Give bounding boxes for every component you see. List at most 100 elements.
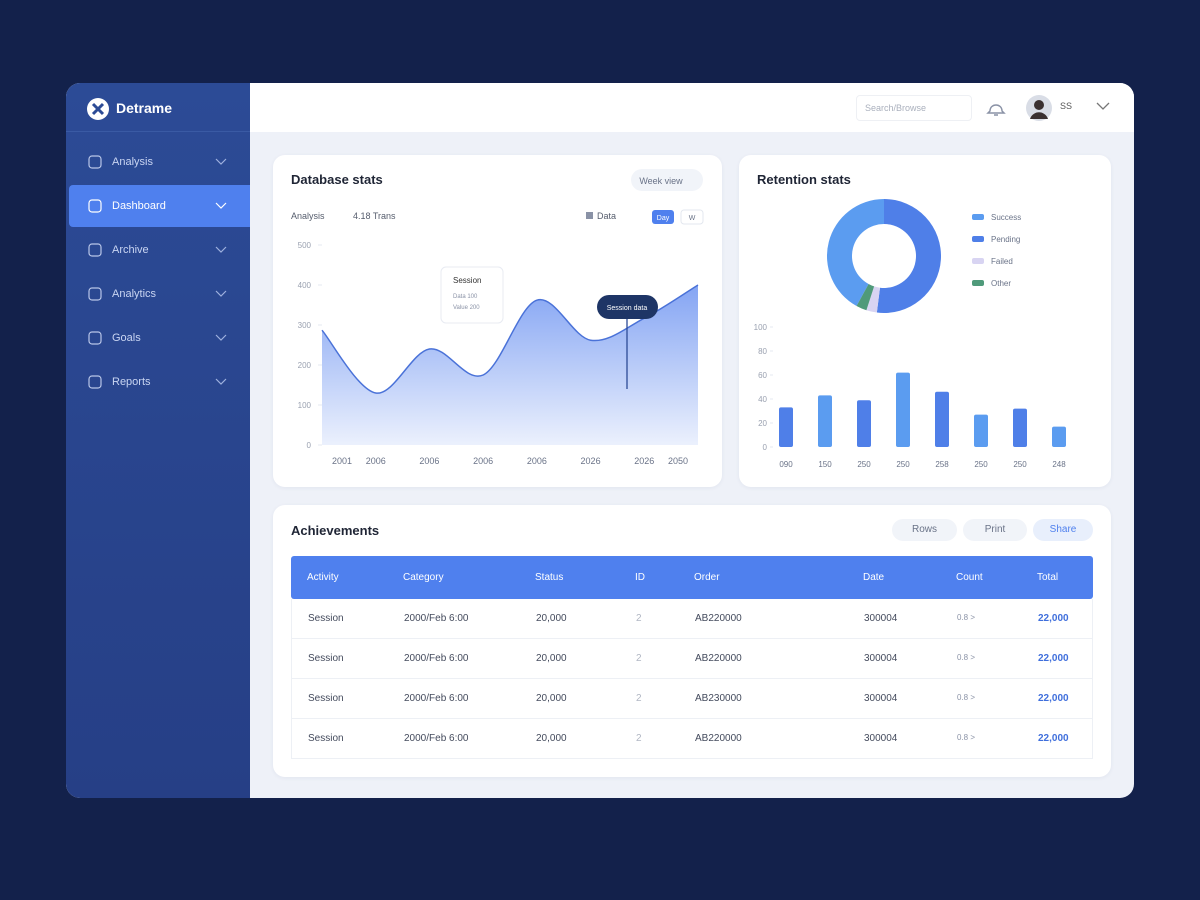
card-title: Database stats xyxy=(291,172,383,187)
nav-item[interactable]: Reports xyxy=(66,361,250,403)
column-header: Category xyxy=(403,572,444,583)
bell-icon[interactable] xyxy=(986,97,1006,119)
avatar[interactable] xyxy=(1025,94,1053,122)
table-cell: 20,000 xyxy=(536,653,567,664)
table-cell: 2000/Feb 6:00 xyxy=(404,693,469,704)
nav-caret-shape xyxy=(215,334,227,341)
nav-icon-shape xyxy=(88,155,102,169)
y-tick-label: 20 xyxy=(758,419,767,428)
column-header: Order xyxy=(694,572,720,583)
table-cell: 20,000 xyxy=(536,733,567,744)
nav-icon xyxy=(88,243,102,257)
nav-icon xyxy=(88,375,102,389)
view-button xyxy=(631,169,703,191)
x-tick-label: 2026 xyxy=(634,456,654,466)
nav-caret xyxy=(215,246,227,253)
nav-label: Dashboard xyxy=(112,200,166,212)
table-button[interactable]: Share xyxy=(1033,519,1093,541)
table-cell: 0.8 > xyxy=(957,613,976,622)
table-row: Session 2000/Feb 6:00 20,000 2 AB230000 30000… xyxy=(291,679,1093,719)
bar xyxy=(935,391,949,447)
view-button-label: Week view xyxy=(639,176,683,186)
nav-caret-shape xyxy=(215,290,227,297)
bar xyxy=(779,407,793,447)
nav-caret-shape xyxy=(215,246,227,253)
donut-slice xyxy=(866,286,880,313)
table-button[interactable]: Print xyxy=(963,519,1027,541)
table-cell: 2 xyxy=(636,693,642,704)
subtitle: Analysis xyxy=(291,211,325,221)
table-cell: Session xyxy=(308,653,344,664)
nav-icon-shape xyxy=(88,331,102,345)
user-menu-caret[interactable] xyxy=(1096,101,1110,111)
nav-item[interactable]: Archive xyxy=(66,229,250,271)
nav-caret-shape xyxy=(215,158,227,165)
table-row: Session 2000/Feb 6:00 20,000 2 AB220000 30000… xyxy=(291,719,1093,759)
table-cell: 22,000 xyxy=(1038,613,1069,624)
summary: 4.18 Trans xyxy=(353,211,396,221)
table-button[interactable]: Rows xyxy=(892,519,957,541)
nav-item[interactable]: Analytics xyxy=(66,273,250,315)
nav-label: Archive xyxy=(112,244,149,256)
legend-swatch xyxy=(972,236,984,242)
search-box[interactable]: Search/Browse xyxy=(856,95,972,121)
table-cell: Session xyxy=(308,733,344,744)
toggle-on xyxy=(652,210,674,224)
nav-caret-shape xyxy=(215,378,227,385)
y-tick-label: 400 xyxy=(298,281,312,290)
y-tick-label: 200 xyxy=(298,361,312,370)
legend-label: Failed xyxy=(991,257,1013,266)
legend-swatch xyxy=(972,214,984,220)
top-bar: Search/Browse SS xyxy=(250,83,1134,132)
nav-item[interactable]: Analysis xyxy=(66,141,250,183)
table-cell: AB220000 xyxy=(695,733,742,744)
callout-label: Session data xyxy=(607,305,648,312)
table-cell: 300004 xyxy=(864,613,898,624)
table-cell: 2000/Feb 6:00 xyxy=(404,653,469,664)
table-cell: AB220000 xyxy=(695,653,742,664)
nav-label: Reports xyxy=(112,376,151,388)
nav-icon xyxy=(88,199,102,213)
bar xyxy=(1052,426,1066,447)
legend-swatch xyxy=(972,258,984,264)
nav-icon xyxy=(88,331,102,345)
stats-charts: Retention stats Success Pending Failed Other… xyxy=(754,172,1067,469)
toggle-label: W xyxy=(689,215,696,222)
x-tick-label: 250 xyxy=(857,460,871,469)
table-cell: 0.8 > xyxy=(957,693,976,702)
divider xyxy=(66,131,250,132)
legend-swatch xyxy=(586,212,593,219)
area-chart: Database stats Week view Analysis 4.18 Tran… xyxy=(291,169,704,466)
legend-swatch xyxy=(972,280,984,286)
bar xyxy=(974,414,988,447)
table-row: Session 2000/Feb 6:00 20,000 2 AB220000 30000… xyxy=(291,639,1093,679)
nav-icon-shape xyxy=(88,199,102,213)
brand-name: Detrame xyxy=(116,100,173,116)
table-title: Achievements xyxy=(291,523,380,538)
table-cell: 2 xyxy=(636,653,642,664)
table-cell: 0.8 > xyxy=(957,653,976,662)
column-header: Status xyxy=(535,572,564,583)
donut-slice xyxy=(827,199,884,306)
nav-item[interactable]: Goals xyxy=(66,317,250,359)
sidebar: Detrame Analysis Dashboard Archive Analytic… xyxy=(66,83,250,798)
x-tick-label: 2006 xyxy=(527,456,547,466)
nav-icon-shape xyxy=(88,375,102,389)
y-tick-label: 60 xyxy=(758,371,767,380)
bar xyxy=(818,395,832,447)
x-tick-label: 090 xyxy=(779,460,793,469)
nav-label: Analytics xyxy=(112,288,157,300)
tooltip xyxy=(440,266,504,324)
table-cell: 22,000 xyxy=(1038,733,1069,744)
app-window: Detrame Analysis Dashboard Archive Analytic… xyxy=(66,83,1134,798)
table-row: Session 2000/Feb 6:00 20,000 2 AB220000 30000… xyxy=(291,599,1093,639)
x-tick-label: 258 xyxy=(935,460,949,469)
legend-label: Success xyxy=(991,213,1021,222)
area-line xyxy=(321,284,699,394)
nav-caret xyxy=(215,378,227,385)
nav-item[interactable]: Dashboard xyxy=(69,185,250,227)
area-fill xyxy=(322,285,698,445)
user-name: SS xyxy=(1060,101,1073,111)
nav-caret-shape xyxy=(215,202,227,209)
